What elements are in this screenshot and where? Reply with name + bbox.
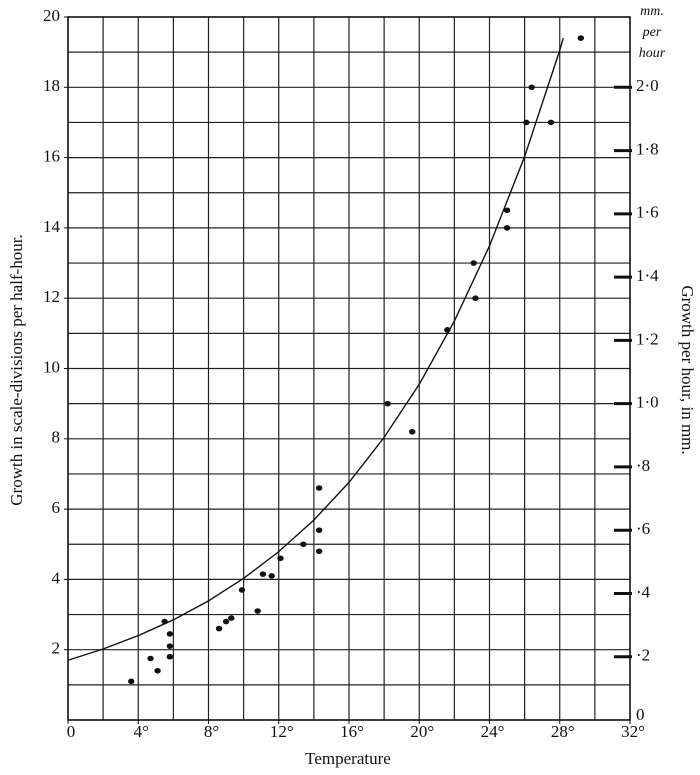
data-point <box>315 527 323 533</box>
y2-unit: mm. <box>640 4 664 19</box>
data-point <box>470 260 477 266</box>
data-point <box>238 587 246 593</box>
data-point <box>472 295 479 302</box>
y-tick-label: 20 <box>43 6 60 25</box>
y2-tick-label: 1·4 <box>636 266 659 285</box>
x-tick-label: 4° <box>134 722 149 741</box>
y-axis-label: Growth in scale-divisions per half-hour. <box>7 234 26 505</box>
y-tick-label: 4 <box>52 568 61 587</box>
data-point <box>166 631 174 637</box>
y2-tick-label: ·8 <box>636 456 650 475</box>
y2-tick-label: 1·0 <box>636 393 659 412</box>
y2-tick-label: 1·6 <box>636 203 659 222</box>
y-tick-label: 10 <box>43 357 60 376</box>
data-point <box>300 541 307 548</box>
y2-tick-label: 1·2 <box>636 329 659 348</box>
y2-unit: hour <box>639 46 666 61</box>
x-tick-label: 24° <box>481 722 505 741</box>
y2-tick-label: 2·0 <box>636 76 659 95</box>
data-point <box>577 35 585 41</box>
fitted-curve <box>67 37 564 661</box>
x-tick-label: 20° <box>410 722 434 741</box>
data-point <box>523 119 530 126</box>
data-point <box>215 625 223 632</box>
data-point <box>315 548 323 555</box>
y-tick-label: 14 <box>43 217 61 236</box>
data-point <box>547 119 555 126</box>
y-tick-label: 2 <box>52 639 61 658</box>
y-tick-label: 12 <box>43 287 60 306</box>
y2-tick-label: 1·8 <box>636 139 659 158</box>
data-point <box>409 428 416 435</box>
y-tick-label: 8 <box>52 428 61 447</box>
y2-tick-label: ·6 <box>636 519 650 538</box>
x-tick-label: 16° <box>340 722 364 741</box>
data-point <box>228 615 235 621</box>
data-point <box>315 485 323 491</box>
data-point <box>166 643 174 649</box>
data-point <box>384 400 391 407</box>
x-tick-label: 28° <box>551 722 575 741</box>
data-point <box>147 655 154 662</box>
data-point <box>277 555 284 562</box>
y-tick-label: 18 <box>43 76 60 95</box>
data-point <box>166 653 174 660</box>
data-point <box>154 667 161 674</box>
y-tick-label: 16 <box>43 147 60 166</box>
data-point <box>128 678 135 685</box>
x-tick-label: 12° <box>270 722 294 741</box>
data-point <box>259 571 267 577</box>
data-point <box>503 225 511 231</box>
y-tick-label: 6 <box>52 498 61 517</box>
data-point <box>222 618 230 625</box>
y2-tick-label: ·4 <box>636 582 651 601</box>
x-axis-label: Temperature <box>305 749 391 768</box>
data-point <box>254 608 261 614</box>
y2-axis-label: Growth per hour, in mm. <box>678 285 697 454</box>
x-tick-label: 32° <box>621 722 645 741</box>
y2-tick-label: 0 <box>636 705 645 724</box>
x-tick-label: 0 <box>67 722 76 741</box>
x-tick-label: 8° <box>204 722 219 741</box>
y2-tick-label: ·2 <box>636 646 650 665</box>
data-point <box>268 573 275 579</box>
data-point <box>503 207 511 214</box>
y2-unit: per <box>642 25 662 40</box>
data-point <box>528 84 535 91</box>
